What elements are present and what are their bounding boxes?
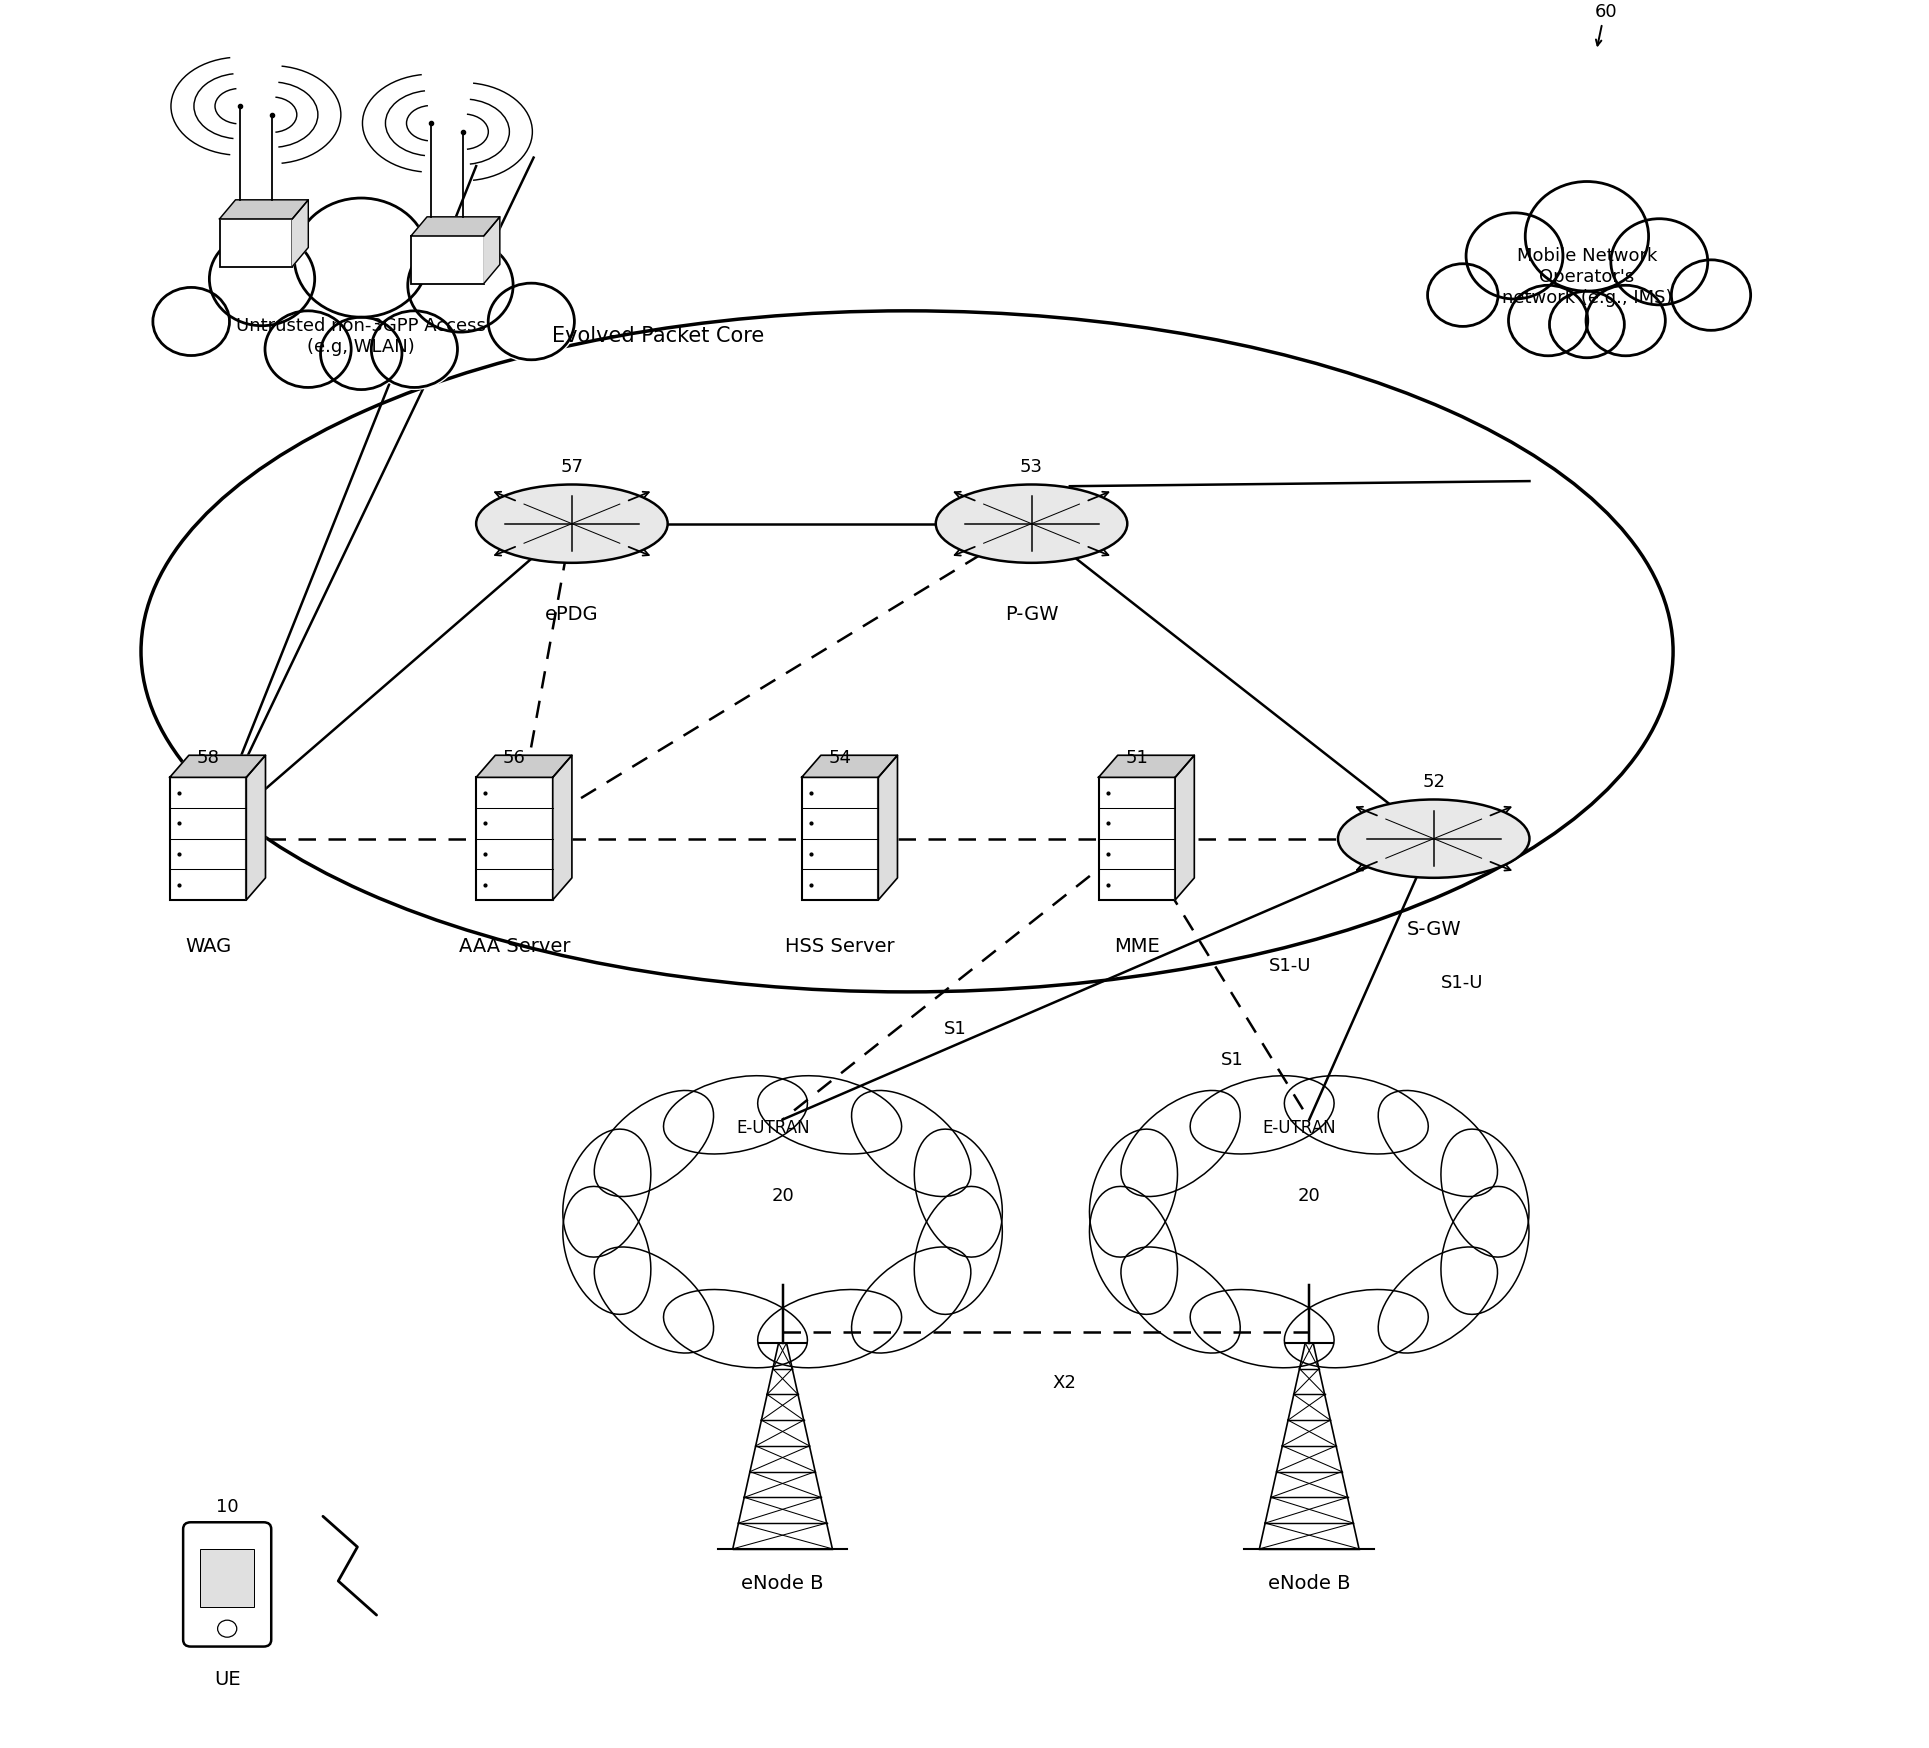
Polygon shape (247, 755, 266, 900)
Circle shape (1522, 178, 1651, 294)
Text: S-GW: S-GW (1406, 921, 1460, 939)
FancyBboxPatch shape (201, 1549, 255, 1606)
Polygon shape (802, 755, 897, 778)
Ellipse shape (936, 484, 1127, 563)
Text: ePDG: ePDG (546, 605, 598, 624)
Circle shape (1669, 259, 1753, 332)
Polygon shape (554, 755, 571, 900)
Text: 10: 10 (216, 1498, 239, 1516)
Circle shape (1609, 217, 1711, 308)
FancyBboxPatch shape (220, 218, 293, 266)
Text: P-GW: P-GW (1005, 605, 1059, 624)
Circle shape (405, 236, 515, 334)
Text: E-UTRAN: E-UTRAN (1263, 1119, 1337, 1136)
Circle shape (291, 196, 432, 320)
Circle shape (368, 309, 459, 390)
Circle shape (1584, 283, 1667, 358)
Polygon shape (220, 199, 309, 218)
FancyBboxPatch shape (476, 778, 554, 900)
Text: 57: 57 (561, 458, 583, 475)
Ellipse shape (476, 484, 667, 563)
Text: 51: 51 (1125, 750, 1148, 767)
Text: Untrusted non-3GPP Access
(e.g, WLAN): Untrusted non-3GPP Access (e.g, WLAN) (235, 316, 486, 357)
Circle shape (262, 309, 353, 390)
Polygon shape (293, 199, 309, 266)
Text: eNode B: eNode B (1267, 1573, 1350, 1592)
Text: UE: UE (214, 1669, 241, 1689)
Text: 52: 52 (1422, 773, 1445, 792)
Polygon shape (476, 755, 571, 778)
Text: AAA Server: AAA Server (459, 937, 571, 956)
Circle shape (1464, 212, 1566, 301)
Circle shape (318, 315, 403, 392)
Text: S1: S1 (943, 1021, 966, 1038)
Text: eNode B: eNode B (741, 1573, 824, 1592)
Text: 53: 53 (1020, 458, 1044, 475)
Circle shape (150, 285, 231, 357)
Text: 20: 20 (1298, 1187, 1321, 1204)
FancyBboxPatch shape (802, 778, 878, 900)
Circle shape (1547, 290, 1626, 360)
Polygon shape (170, 755, 266, 778)
Text: 60: 60 (1595, 3, 1617, 21)
Text: S1: S1 (1221, 1051, 1244, 1070)
Polygon shape (411, 217, 500, 236)
FancyBboxPatch shape (1098, 778, 1175, 900)
Text: S1-U: S1-U (1269, 958, 1312, 975)
Circle shape (1507, 283, 1589, 358)
Text: Evolved Packet Core: Evolved Packet Core (552, 327, 764, 346)
Text: 54: 54 (829, 750, 851, 767)
Text: MME: MME (1113, 937, 1159, 956)
Circle shape (486, 281, 577, 362)
Text: 20: 20 (772, 1187, 795, 1204)
Text: HSS Server: HSS Server (785, 937, 895, 956)
Text: E-UTRAN: E-UTRAN (737, 1119, 810, 1136)
FancyBboxPatch shape (411, 236, 484, 283)
Text: S1-U: S1-U (1441, 974, 1483, 993)
Text: Mobile Network
Operator's
network (e.g., IMS): Mobile Network Operator's network (e.g.,… (1501, 246, 1672, 306)
Polygon shape (1098, 755, 1194, 778)
Polygon shape (1175, 755, 1194, 900)
Text: 56: 56 (503, 750, 527, 767)
FancyBboxPatch shape (170, 778, 247, 900)
Text: WAG: WAG (185, 937, 231, 956)
Text: 58: 58 (197, 750, 220, 767)
Circle shape (206, 229, 318, 329)
Text: X2: X2 (1051, 1374, 1076, 1393)
FancyBboxPatch shape (183, 1523, 272, 1647)
Polygon shape (878, 755, 897, 900)
Ellipse shape (1339, 799, 1530, 877)
Circle shape (1426, 262, 1501, 329)
Polygon shape (484, 217, 500, 283)
